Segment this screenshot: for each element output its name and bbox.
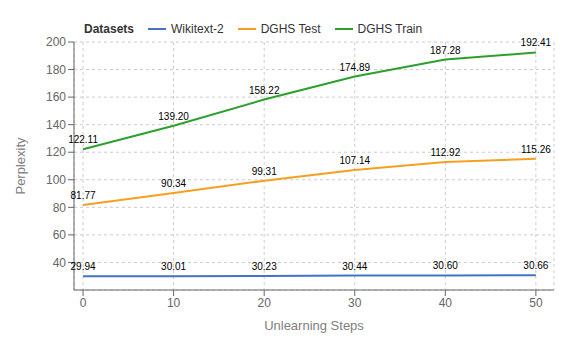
svg-text:99.31: 99.31 xyxy=(252,166,277,177)
svg-text:158.22: 158.22 xyxy=(249,85,280,96)
svg-text:139.20: 139.20 xyxy=(158,111,189,122)
svg-text:100: 100 xyxy=(46,173,66,187)
svg-text:20: 20 xyxy=(258,296,272,310)
svg-text:60: 60 xyxy=(53,228,67,242)
svg-text:187.28: 187.28 xyxy=(430,45,461,56)
html-text:Wikitext-2: Wikitext-2 xyxy=(171,22,224,36)
svg-text:140: 140 xyxy=(46,118,66,132)
svg-text:30.60: 30.60 xyxy=(433,260,458,271)
svg-text:160: 160 xyxy=(46,90,66,104)
svg-text:192.41: 192.41 xyxy=(521,37,552,48)
svg-text:90.34: 90.34 xyxy=(161,178,186,189)
svg-text:50: 50 xyxy=(529,296,543,310)
html-text:Datasets: Datasets xyxy=(84,22,134,36)
svg-text:200: 200 xyxy=(46,35,66,49)
svg-text:30: 30 xyxy=(348,296,362,310)
svg-text:115.26: 115.26 xyxy=(521,144,551,155)
svg-text:81.77: 81.77 xyxy=(71,190,96,201)
svg-text:30.01: 30.01 xyxy=(161,261,186,272)
html-text:DGHS Train: DGHS Train xyxy=(357,22,423,36)
svg-text:80: 80 xyxy=(53,201,67,215)
svg-text:180: 180 xyxy=(46,63,66,77)
svg-text:120: 120 xyxy=(46,145,66,159)
svg-text:30.44: 30.44 xyxy=(342,261,367,272)
svg-text:107.14: 107.14 xyxy=(339,155,370,166)
svg-text:10: 10 xyxy=(167,296,181,310)
html-text:DGHS Test: DGHS Test xyxy=(260,22,321,36)
svg-text:30.23: 30.23 xyxy=(252,261,277,272)
svg-text:Perplexity: Perplexity xyxy=(13,137,28,195)
svg-text:0: 0 xyxy=(80,296,87,310)
svg-text:40: 40 xyxy=(53,256,67,270)
svg-text:29.94: 29.94 xyxy=(71,261,96,272)
svg-text:112.92: 112.92 xyxy=(430,147,460,158)
svg-text:30.66: 30.66 xyxy=(523,260,548,271)
svg-text:174.89: 174.89 xyxy=(339,62,370,73)
svg-text:40: 40 xyxy=(439,296,453,310)
svg-text:122.11: 122.11 xyxy=(68,134,98,145)
svg-text:Unlearning Steps: Unlearning Steps xyxy=(264,318,364,333)
